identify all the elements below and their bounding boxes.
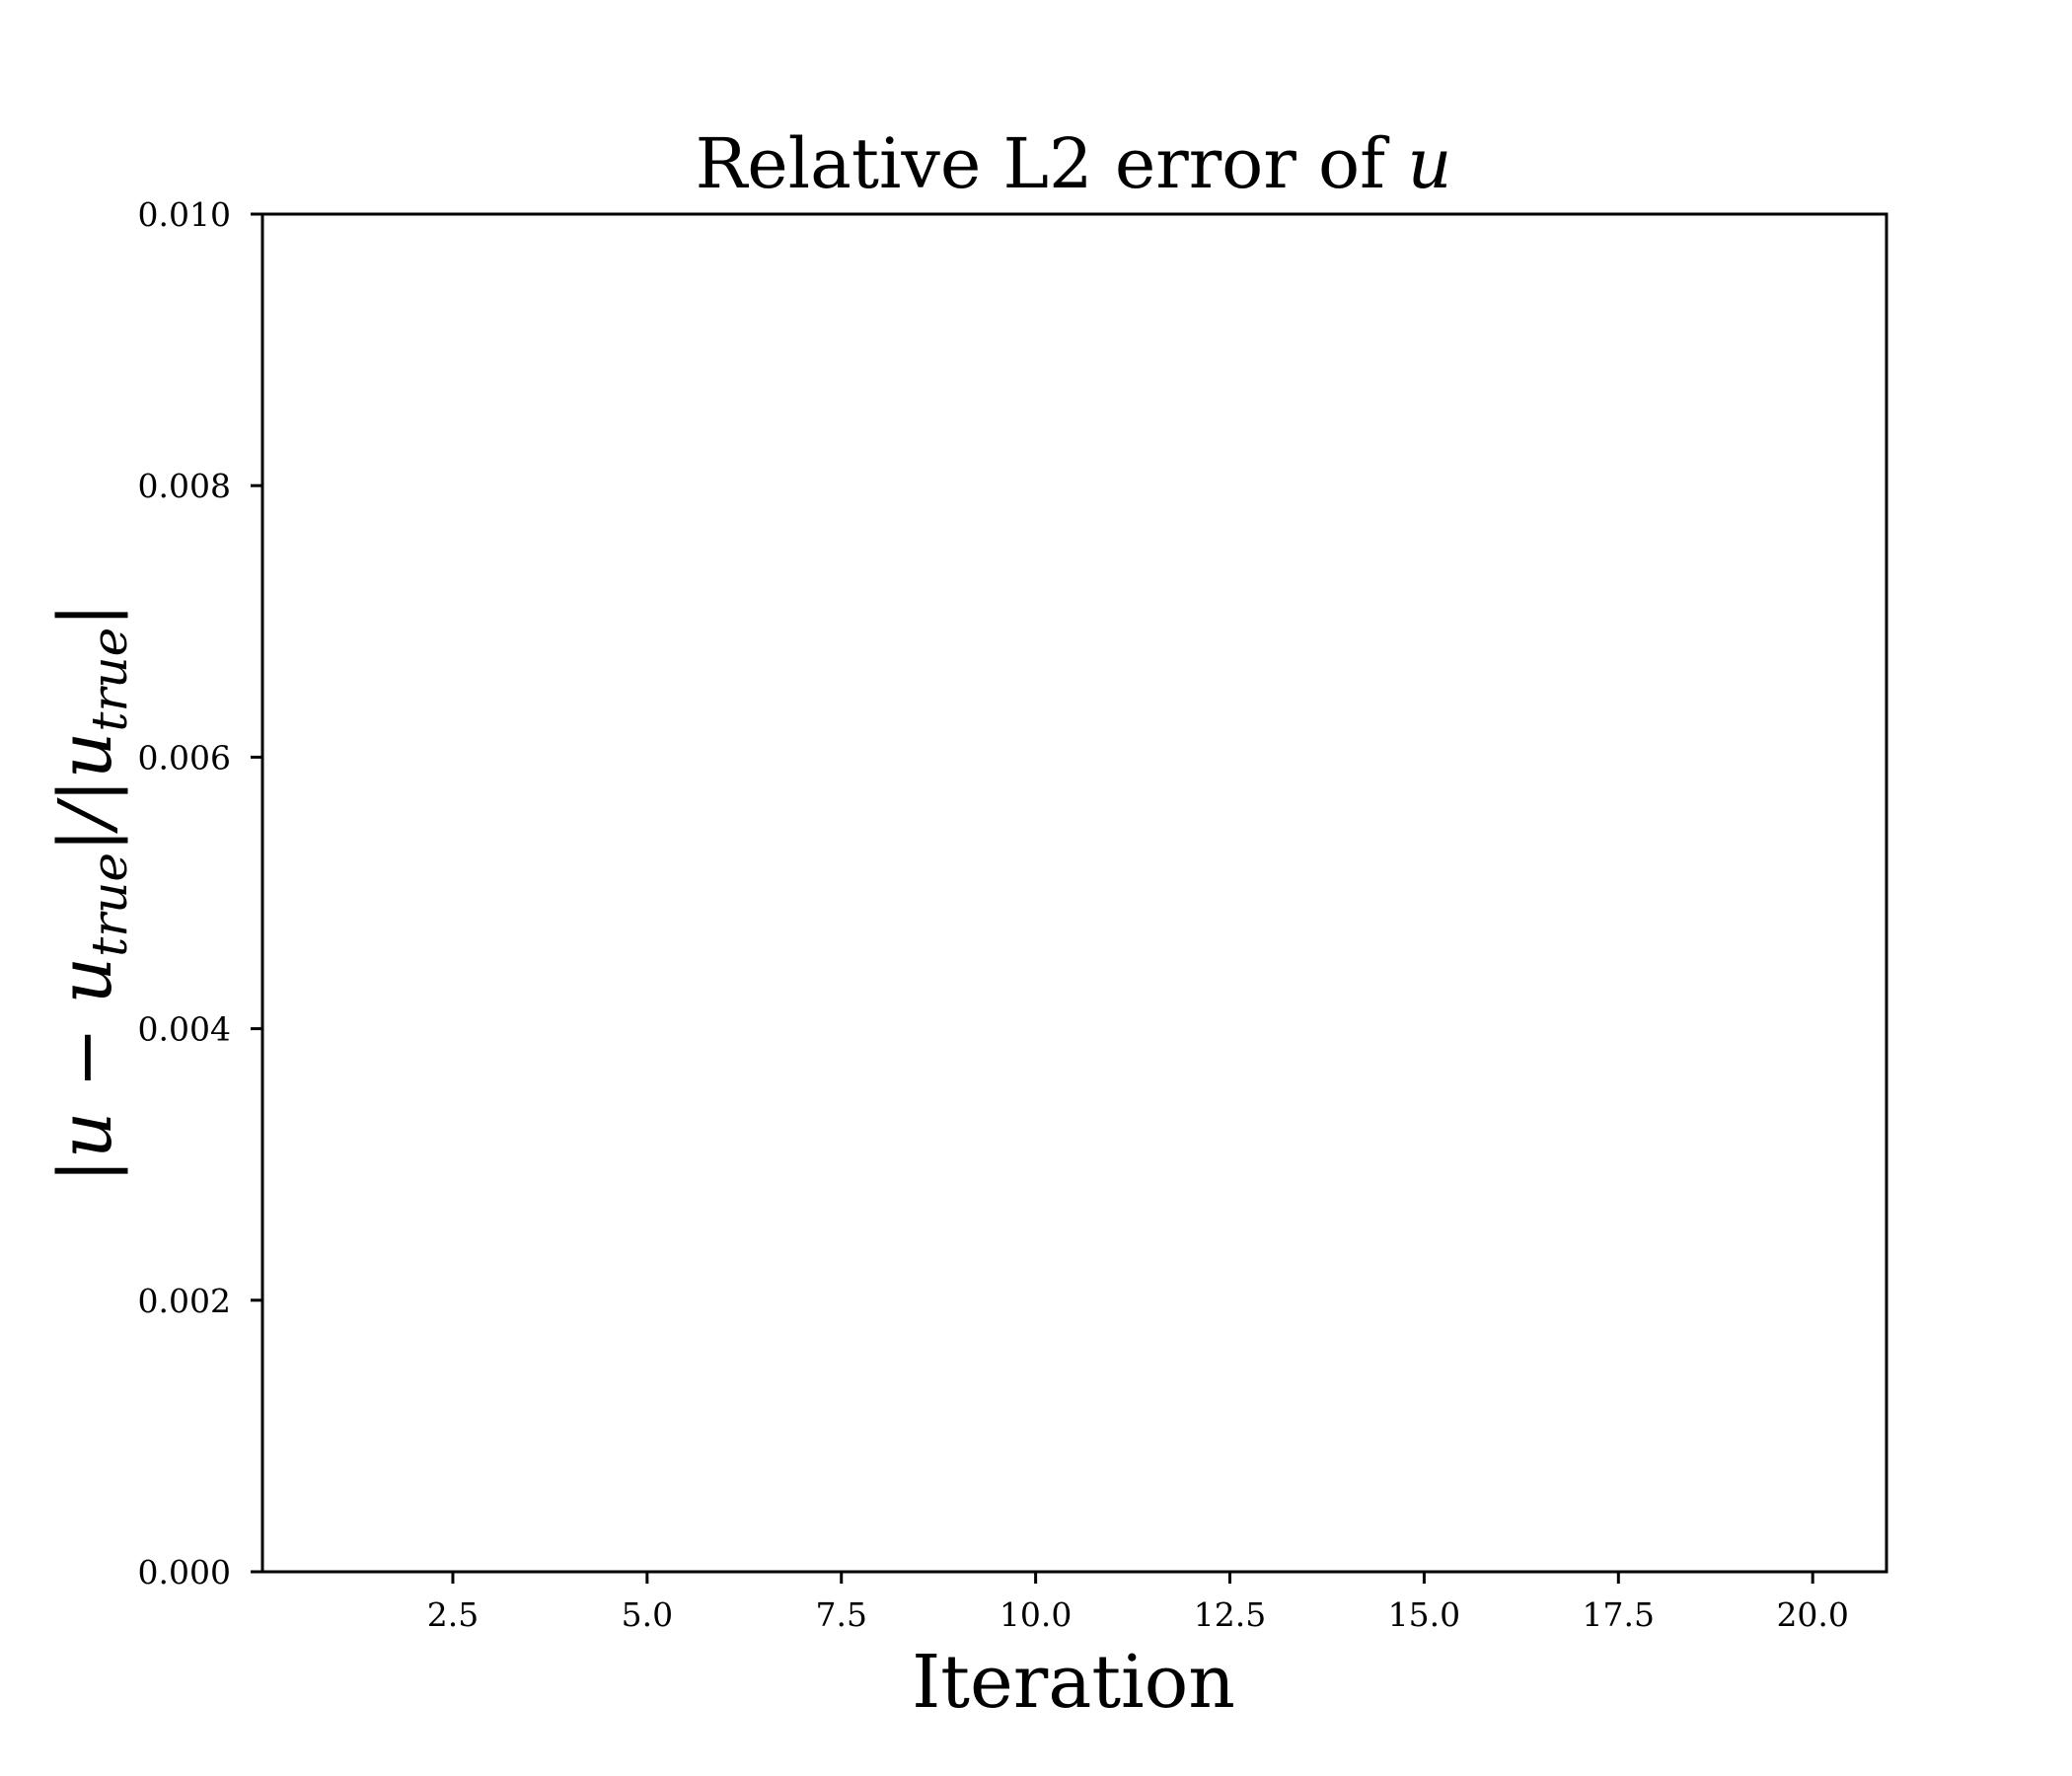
plot-area [260,212,1888,1574]
y-tick-label: 0.002 [138,1282,231,1320]
x-tick-label: 2.5 [427,1595,479,1634]
y-tick-label: 0.000 [138,1553,231,1591]
x-tick-label: 7.5 [815,1595,866,1634]
y-axis-label: |u − utrue|/|utrue| [43,603,138,1183]
title-main: Relative L2 error of [696,123,1408,204]
y-tick-label: 0.008 [138,467,231,505]
x-tick-label: 5.0 [622,1595,673,1634]
x-tick-label: 10.0 [999,1595,1072,1634]
y-tick-label: 0.010 [138,195,231,234]
x-tick-label: 20.0 [1776,1595,1848,1634]
y-label-part2: |/|u [43,732,128,852]
y-axis: 0.000 0.002 0.004 0.006 0.008 0.010 [138,195,262,1591]
x-axis: 2.5 5.0 7.5 10.0 12.5 15.0 17.5 20.0 [427,1572,1849,1634]
y-label-sub2: true [81,628,138,732]
x-axis-label: Iteration [912,1640,1235,1725]
x-tick-label: 15.0 [1388,1595,1460,1634]
title-variable: u [1407,123,1451,204]
y-label-part3: | [43,603,128,628]
y-label-part1: |u − u [43,957,128,1183]
y-tick-label: 0.004 [138,1010,231,1049]
y-tick-label: 0.006 [138,738,231,777]
x-tick-label: 17.5 [1583,1595,1655,1634]
y-label-sub1: true [81,852,138,957]
x-tick-label: 12.5 [1194,1595,1266,1634]
chart-title: Relative L2 error of u [696,123,1452,204]
